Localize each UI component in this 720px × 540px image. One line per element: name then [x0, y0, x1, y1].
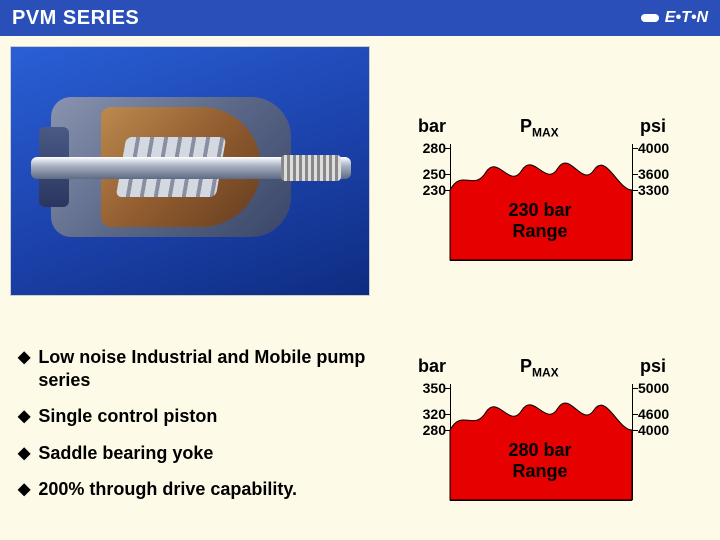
list-item: ◆ Single control piston: [18, 405, 378, 428]
page-title: PVM SERIES: [12, 7, 139, 30]
bar-tick: 280: [406, 140, 446, 156]
bullet-text: Single control piston: [38, 405, 217, 428]
diamond-icon: ◆: [18, 407, 30, 427]
psi-tick: 3300: [638, 182, 688, 198]
content-area: ◆ Low noise Industrial and Mobile pump s…: [0, 36, 720, 540]
chart-header-psi: psi: [640, 356, 666, 377]
header-bar: PVM SERIES E•T•N: [0, 0, 720, 36]
bullet-text: Saddle bearing yoke: [38, 442, 213, 465]
tick-mark: [632, 414, 638, 415]
pump-cutaway-image: [10, 46, 370, 296]
logo-icon: [641, 14, 659, 22]
psi-tick: 4000: [638, 422, 688, 438]
chart-280-bar: bar PMAX psi 350 320 280 5000 4600 4000 …: [400, 356, 700, 516]
psi-tick: 4600: [638, 406, 688, 422]
range-label: 230 bar Range: [480, 200, 600, 241]
chart-header-bar: bar: [418, 116, 446, 137]
bar-tick: 350: [406, 380, 446, 396]
pump-spline: [281, 155, 341, 181]
bar-tick: 250: [406, 166, 446, 182]
psi-tick: 4000: [638, 140, 688, 156]
bar-tick: 320: [406, 406, 446, 422]
list-item: ◆ 200% through drive capability.: [18, 478, 378, 501]
diamond-icon: ◆: [18, 480, 30, 500]
psi-tick: 5000: [638, 380, 688, 396]
diamond-icon: ◆: [18, 348, 30, 368]
list-item: ◆ Saddle bearing yoke: [18, 442, 378, 465]
list-item: ◆ Low noise Industrial and Mobile pump s…: [18, 346, 378, 391]
chart-header-pmax: PMAX: [520, 356, 559, 380]
bullet-text: 200% through drive capability.: [38, 478, 297, 501]
bar-tick: 230: [406, 182, 446, 198]
chart-header-psi: psi: [640, 116, 666, 137]
bullet-text: Low noise Industrial and Mobile pump ser…: [38, 346, 378, 391]
tick-mark: [632, 430, 638, 431]
diamond-icon: ◆: [18, 444, 30, 464]
bar-tick: 280: [406, 422, 446, 438]
range-label: 280 bar Range: [480, 440, 600, 481]
tick-mark: [632, 190, 638, 191]
brand-logo: E•T•N: [641, 9, 708, 27]
psi-tick: 3600: [638, 166, 688, 182]
logo-text: E•T•N: [665, 9, 708, 27]
bullet-list: ◆ Low noise Industrial and Mobile pump s…: [18, 346, 378, 515]
chart-header-pmax: PMAX: [520, 116, 559, 140]
chart-230-bar: bar PMAX psi 280 250 230 4000 3600 3300 …: [400, 116, 700, 276]
chart-header-bar: bar: [418, 356, 446, 377]
tick-mark: [632, 174, 638, 175]
tick-mark: [632, 148, 638, 149]
tick-mark: [632, 388, 638, 389]
